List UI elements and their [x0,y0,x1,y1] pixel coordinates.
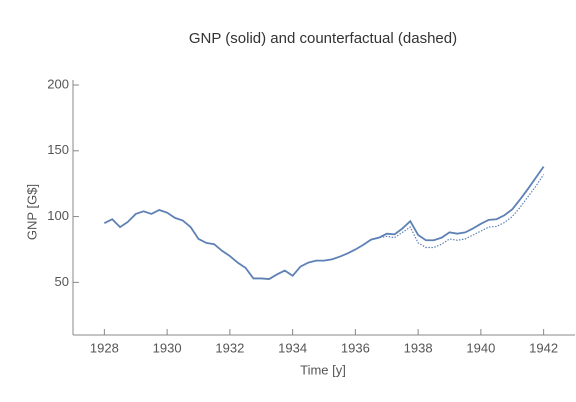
x-tick-label: 1938 [404,340,433,355]
series-line [103,166,545,281]
y-tick-label: 50 [55,274,69,289]
x-tick-label: 1936 [341,340,370,355]
y-tick-label: 100 [47,208,69,223]
x-tick-label: 1934 [278,340,307,355]
chart-title: GNP (solid) and counterfactual (dashed) [189,30,457,47]
y-tick-label: 150 [47,142,69,157]
x-tick-label: 1928 [90,340,119,355]
x-tick-label: 1940 [466,340,495,355]
x-tick-label: 1930 [153,340,182,355]
x-tick-label: 1932 [215,340,244,355]
x-tick-label: 1942 [529,340,558,355]
x-axis-label: Time [y] [300,362,346,377]
series-line [370,174,545,249]
y-tick-label: 200 [47,76,69,91]
y-axis-label: GNP [G$] [24,184,39,240]
